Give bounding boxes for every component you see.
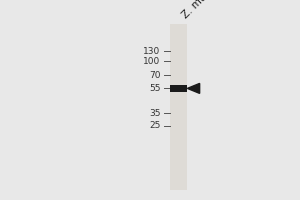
Text: 25: 25 [149,121,160,130]
Text: 100: 100 [143,56,161,66]
Bar [170,24,187,190]
Text: 55: 55 [149,84,160,93]
Text: 130: 130 [143,46,161,55]
Bar [170,85,187,92]
Text: 70: 70 [149,71,160,79]
Text: 35: 35 [149,108,160,117]
Polygon shape [187,83,200,93]
Text: Z. muscle: Z. muscle [180,0,223,20]
